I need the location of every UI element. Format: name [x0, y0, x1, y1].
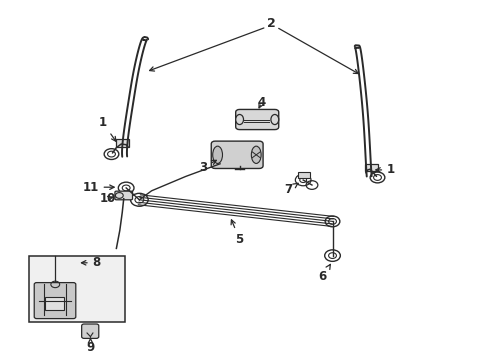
Text: 1: 1 [99, 116, 116, 141]
Text: 4: 4 [257, 96, 265, 109]
Text: 11: 11 [82, 181, 114, 194]
FancyBboxPatch shape [235, 109, 278, 130]
FancyBboxPatch shape [115, 191, 132, 200]
Ellipse shape [235, 114, 243, 125]
Ellipse shape [212, 146, 222, 163]
Bar [298, 172, 309, 178]
Ellipse shape [251, 146, 261, 163]
FancyBboxPatch shape [211, 141, 263, 168]
FancyBboxPatch shape [116, 139, 129, 147]
Text: 7: 7 [284, 183, 297, 196]
Ellipse shape [270, 114, 278, 125]
FancyBboxPatch shape [364, 164, 377, 171]
Text: 2: 2 [266, 17, 275, 30]
Bar [45, 297, 64, 310]
Text: 9: 9 [86, 338, 94, 354]
Text: 5: 5 [231, 220, 243, 246]
Text: 3: 3 [199, 160, 216, 174]
Text: 1: 1 [375, 163, 394, 176]
FancyBboxPatch shape [34, 283, 76, 319]
Text: 10: 10 [99, 192, 116, 205]
FancyBboxPatch shape [81, 324, 99, 338]
Text: 6: 6 [318, 264, 330, 283]
Bar [29, 256, 124, 322]
Text: 8: 8 [81, 256, 101, 269]
